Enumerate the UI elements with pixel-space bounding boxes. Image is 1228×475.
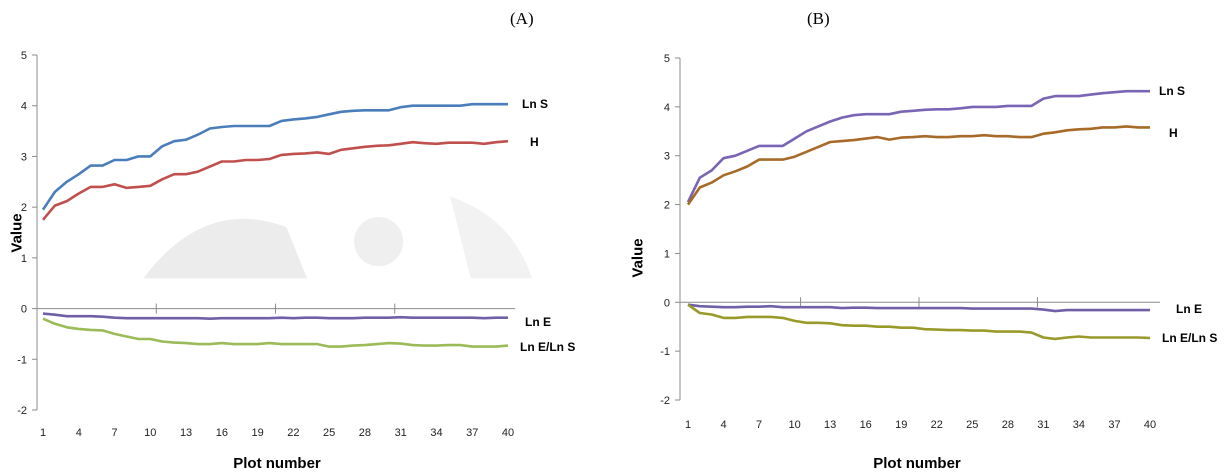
x-tick-label-a: 22 xyxy=(287,427,299,439)
y-tick-label-a: -2 xyxy=(17,405,27,417)
x-tick-label-a: 19 xyxy=(251,427,263,439)
x-tick-label-a: 13 xyxy=(180,427,192,439)
x-tick-label-b: 19 xyxy=(895,419,907,431)
series-label-b-1: Ln S xyxy=(1159,84,1185,98)
y-tick-label-b: 2 xyxy=(664,200,670,212)
series-label-b-4: Ln E/Ln S xyxy=(1162,331,1217,345)
x-tick-label-b: 28 xyxy=(1002,419,1014,431)
x-tick-label-b: 34 xyxy=(1073,419,1085,431)
series-line-a-2 xyxy=(42,139,509,221)
y-tick-label-a: 3 xyxy=(21,151,27,163)
x-axis-label-b: Plot number xyxy=(873,455,961,472)
x-axis-label-a: Plot number xyxy=(233,455,321,472)
y-tick-label-b: -2 xyxy=(660,395,670,407)
x-tick-label-b: 10 xyxy=(788,419,800,431)
series-line-b-2 xyxy=(686,125,1150,206)
y-tick-label-b: 5 xyxy=(664,53,670,65)
series-line-b-4 xyxy=(687,303,1151,341)
y-tick-label-b: 0 xyxy=(664,297,670,309)
y-tick-label-a: 2 xyxy=(21,202,27,214)
x-tick-label-b: 31 xyxy=(1037,419,1049,431)
series-label-a-3: Ln E xyxy=(525,315,551,329)
x-tick-label-b: 40 xyxy=(1144,419,1156,431)
y-tick-label-a: 5 xyxy=(21,50,27,62)
y-tick-label-b: 4 xyxy=(664,102,670,114)
x-tick-label-a: 34 xyxy=(430,427,442,439)
x-tick-label-b: 4 xyxy=(720,419,726,431)
x-tick-label-b: 25 xyxy=(966,419,978,431)
y-axis-label-b: Value xyxy=(629,238,647,278)
y-tick-label-a: -1 xyxy=(17,354,27,366)
x-tick-label-a: 16 xyxy=(216,427,228,439)
x-tick-label-a: 1 xyxy=(40,427,46,439)
series-line-b-3 xyxy=(687,303,1150,313)
watermark-logo xyxy=(143,196,533,279)
series-label-b-2: H xyxy=(1169,126,1178,140)
series-line-a-3 xyxy=(42,312,508,321)
x-tick-label-a: 25 xyxy=(323,427,335,439)
y-tick-label-b: 1 xyxy=(664,248,670,260)
x-tick-label-b: 22 xyxy=(931,419,943,431)
series-label-a-1: Ln S xyxy=(522,97,548,111)
y-tick-label-b: -1 xyxy=(660,346,670,358)
y-tick-label-a: 0 xyxy=(21,304,27,316)
x-tick-label-b: 7 xyxy=(756,419,762,431)
series-line-a-4 xyxy=(42,317,509,348)
series-line-b-1 xyxy=(686,89,1150,203)
y-tick-label-b: 3 xyxy=(664,151,670,163)
x-tick-label-a: 4 xyxy=(76,427,82,439)
x-tick-label-a: 31 xyxy=(395,427,407,439)
x-tick-label-b: 13 xyxy=(824,419,836,431)
x-tick-label-a: 37 xyxy=(466,427,478,439)
x-tick-label-b: 1 xyxy=(685,419,691,431)
y-axis-label-a: Value xyxy=(8,213,26,253)
series-line-a-1 xyxy=(41,102,508,211)
x-tick-label-a: 10 xyxy=(144,427,156,439)
series-label-a-2: H xyxy=(530,135,539,149)
y-tick-label-a: 1 xyxy=(21,253,27,265)
panel-label-a: (A) xyxy=(510,9,534,28)
series-label-a-4: Ln E/Ln S xyxy=(520,340,575,354)
y-tick-label-a: 4 xyxy=(21,101,27,113)
x-tick-label-a: 28 xyxy=(359,427,371,439)
x-tick-label-b: 16 xyxy=(860,419,872,431)
x-tick-label-a: 40 xyxy=(502,427,514,439)
x-tick-label-b: 37 xyxy=(1108,419,1120,431)
x-tick-label-a: 7 xyxy=(111,427,117,439)
panel-label-b: (B) xyxy=(807,9,830,28)
series-label-b-3: Ln E xyxy=(1176,302,1202,316)
